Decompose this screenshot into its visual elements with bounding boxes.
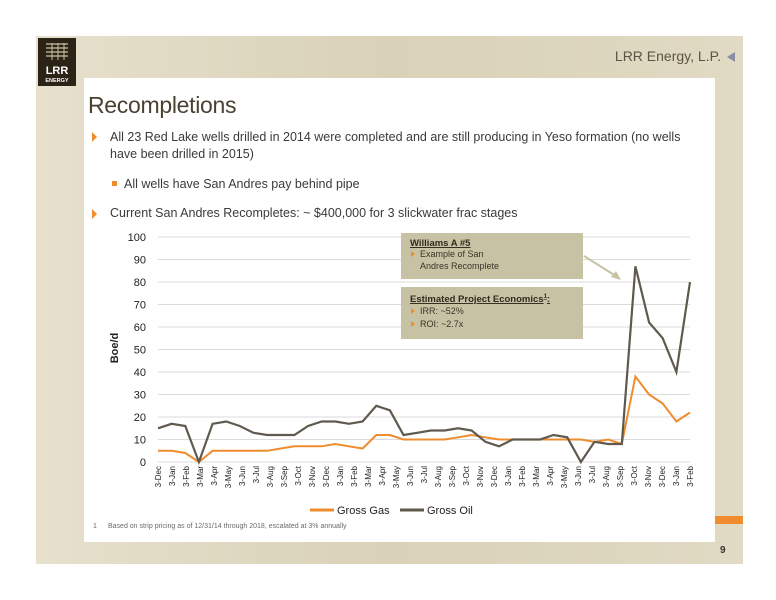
x-tick-label: 3-Jun [238,466,247,486]
x-tick-label: 3-Feb [686,465,695,486]
x-tick-label: 3-Mar [532,466,541,487]
x-tick-label: 3-Jun [574,466,583,486]
x-tick-label: 3-Dec [322,466,331,487]
x-tick-label: 3-Aug [434,466,443,487]
y-tick-label: 80 [134,277,146,289]
x-tick-label: 3-Nov [476,466,485,487]
economics-callout-box [401,287,583,339]
bullet-1: All 23 Red Lake wells drilled in 2014 we… [110,130,681,161]
callout-arrow [583,255,620,279]
x-tick-label: 3-Sep [448,465,457,487]
y-tick-label: 10 [134,435,146,447]
y-tick-label: 20 [134,412,146,424]
bullet-triangle-icon [92,209,97,219]
x-tick-label: 3-Jan [336,466,345,486]
x-tick-label: 3-May [392,466,401,488]
well-callout-box [401,233,583,279]
x-tick-label: 3-Jul [252,466,261,484]
logo-text-main: LRR [46,65,69,77]
x-tick-label: 3-Dec [490,466,499,487]
y-tick-label: 0 [140,457,146,469]
company-name: LRR Energy, L.P. [614,48,721,64]
x-tick-label: 3-May [224,466,233,488]
x-tick-label: 3-Apr [546,466,555,486]
callout-bullet-icon [411,251,415,257]
footnote-number: 1 [93,523,97,530]
slide-background: LRR ENERGY LRR Energy, L.P. [36,36,743,564]
y-tick-label: 30 [134,390,146,402]
x-tick-label: 3-Nov [308,466,317,487]
bullet-2: All wells have San Andres pay behind pip… [124,177,360,191]
bullet-square-icon [112,181,117,186]
production-chart: 0 10 20 30 40 50 60 70 80 90 100 3-Dec 3-Jan 3-Feb 3-… [109,232,695,517]
x-tick-label: 3-Nov [644,466,653,487]
y-tick-label: 100 [128,232,146,244]
y-tick-label: 70 [134,300,146,312]
bullet-triangle-icon [92,132,97,142]
y-tick-label: 40 [134,367,146,379]
x-tick-label: 3-Sep [280,465,289,487]
x-tick-label: 3-Feb [518,465,527,486]
callout-bullet-icon [411,308,415,314]
y-tick-label: 50 [134,345,146,357]
x-tick-label: 3-Dec [154,466,163,487]
series-line-gas [158,374,691,464]
x-tick-label: 3-Jan [504,466,513,486]
x-tick-label: 3-Jan [672,466,681,486]
y-axis-label: Boe/d [109,333,121,364]
y-tick-label: 60 [134,322,146,334]
x-tick-label: 3-Feb [182,465,191,486]
page-title: Recompletions [88,92,237,118]
x-tick-label: 3-Aug [602,466,611,487]
x-tick-label: 3-Feb [350,465,359,486]
page-number: 9 [720,545,726,556]
content-panel [84,78,715,542]
well-callout-item: Example of San Andres Recomplete [420,249,499,271]
x-tick-label: 3-Dec [658,466,667,487]
x-tick-label: 3-Aug [266,466,275,487]
series-line-oil [157,266,692,466]
company-logo: LRR ENERGY [38,38,76,86]
back-arrow-icon[interactable] [727,52,735,62]
well-callout-title: Williams A #5 [410,238,471,249]
y-tick-label: 90 [134,255,146,267]
legend-gas-label: Gross Gas [337,505,390,517]
callout-bullet-icon [411,321,415,327]
x-tick-label: 3-Jul [588,466,597,484]
footnote-text: Based on strip pricing as of 12/31/14 th… [108,523,347,530]
callout-arrowhead-icon [611,271,621,280]
x-tick-label: 3-Jan [168,466,177,486]
x-tick-label: 3-Mar [196,466,205,487]
x-tick-label: 3-Apr [210,466,219,486]
x-tick-label: 3-May [560,466,569,488]
x-tick-label: 3-Oct [462,465,471,485]
x-tick-label: 3-Mar [364,466,373,487]
x-tick-label: 3-Oct [630,465,639,485]
economics-item-irr: IRR: ~52% [420,306,464,316]
logo-text-sub: ENERGY [45,78,69,84]
economics-item-roi: ROI: ~2.7x [420,319,464,329]
bullet-3: Current San Andres Recompletes: ~ $400,0… [110,206,518,220]
x-tick-label: 3-Oct [294,465,303,485]
accent-bar [715,516,743,524]
legend-oil-label: Gross Oil [427,505,473,517]
x-tick-label: 3-Apr [378,466,387,486]
x-tick-label: 3-Jun [406,466,415,486]
x-tick-label: 3-Jul [420,466,429,484]
economics-callout-title: Estimated Project Economics1: [410,294,550,305]
x-tick-label: 3-Sep [616,465,625,487]
